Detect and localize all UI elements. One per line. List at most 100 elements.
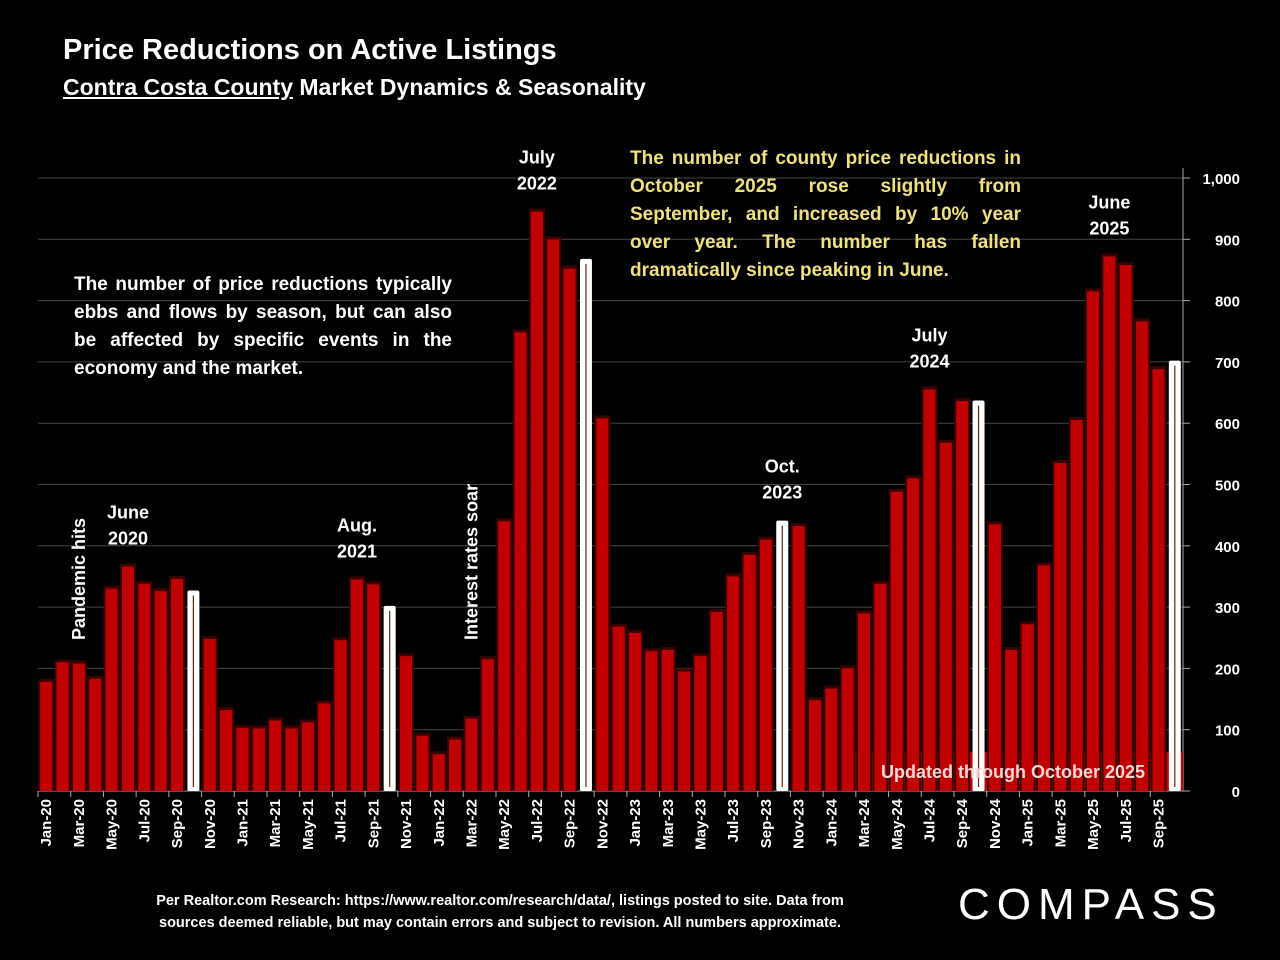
annotation-label: 2023 <box>762 483 802 503</box>
x-tick-label: Nov-21 <box>398 799 415 849</box>
bar <box>1021 624 1034 791</box>
bar <box>629 632 642 791</box>
bar <box>432 754 445 791</box>
bar <box>792 526 805 791</box>
bar <box>301 722 314 791</box>
x-tick-label: Sep-22 <box>562 799 579 848</box>
bar <box>939 442 952 791</box>
bar <box>645 651 658 791</box>
bar <box>923 389 936 791</box>
annotation-label: Interest rates soar <box>461 484 481 640</box>
x-tick-label: Sep-21 <box>365 799 382 848</box>
bar <box>72 663 85 791</box>
x-tick-label: May-24 <box>889 798 906 850</box>
x-tick-label: Sep-25 <box>1150 799 1167 848</box>
y-tick-label: 0 <box>1232 784 1240 801</box>
county-name: Contra Costa County <box>63 74 293 100</box>
bar <box>269 720 282 791</box>
bar <box>1152 369 1165 791</box>
chart-title: Price Reductions on Active Listings <box>63 34 557 66</box>
annotation-label: 2021 <box>337 542 377 562</box>
bar <box>858 613 871 791</box>
y-tick-label: 800 <box>1215 294 1240 311</box>
bar <box>988 524 1001 791</box>
y-tick-label: 600 <box>1215 416 1240 433</box>
bar <box>449 739 462 791</box>
x-tick-label: Jan-23 <box>627 799 644 847</box>
x-tick-label: Mar-24 <box>856 798 873 847</box>
y-tick-label: 200 <box>1215 661 1240 678</box>
bar <box>400 656 413 791</box>
y-tick-label: 1,000 <box>1202 171 1240 188</box>
annotation-label: Oct. <box>765 457 800 477</box>
bar <box>481 659 494 791</box>
x-tick-label: Jan-24 <box>823 798 840 846</box>
bar <box>678 671 691 791</box>
y-tick-label: 100 <box>1215 723 1240 740</box>
bar <box>121 566 134 791</box>
bar <box>710 612 723 791</box>
bar <box>154 591 167 791</box>
bar <box>203 638 216 791</box>
bar <box>890 491 903 791</box>
x-tick-label: Jul-24 <box>921 798 938 842</box>
annotation-label: June <box>107 503 149 523</box>
annotation-label: 2020 <box>108 529 148 549</box>
x-tick-label: Jul-25 <box>1118 799 1135 842</box>
annotation-label: June <box>1088 192 1130 212</box>
annotation-label: 2024 <box>909 351 949 371</box>
x-tick-label: Jul-21 <box>333 799 350 842</box>
bar <box>759 539 772 791</box>
bar <box>825 688 838 791</box>
x-tick-label: Nov-24 <box>987 798 1004 849</box>
x-tick-label: May-23 <box>692 799 709 850</box>
footer-line-1: Per Realtor.com Research: https://www.re… <box>156 893 844 909</box>
y-tick-label: 300 <box>1215 600 1240 617</box>
x-tick-label: Jan-22 <box>431 799 448 847</box>
x-tick-label: Jan-20 <box>38 799 55 847</box>
y-tick-label: 500 <box>1215 478 1240 495</box>
bar <box>727 576 740 791</box>
x-tick-label: Jul-23 <box>725 799 742 842</box>
bar <box>334 640 347 791</box>
x-tick-label: Jan-21 <box>234 799 251 847</box>
bar <box>1070 420 1083 791</box>
bar <box>236 727 249 791</box>
bar <box>465 718 478 791</box>
x-tick-label: Nov-22 <box>594 799 611 849</box>
y-tick-label: 700 <box>1215 355 1240 372</box>
bar <box>612 626 625 791</box>
annotation-label: July <box>911 325 947 345</box>
compass-logo: COMPASS <box>958 880 1224 929</box>
bar <box>694 656 707 791</box>
bar <box>1136 321 1149 791</box>
bar <box>416 735 429 791</box>
bar <box>530 211 543 792</box>
chart-subtitle: Contra Costa County Market Dynamics & Se… <box>63 74 646 101</box>
bar <box>1103 256 1116 791</box>
seasonality-note: The number of price reductions typically… <box>74 274 452 379</box>
bar <box>171 578 184 791</box>
x-tick-label: Mar-21 <box>267 799 284 847</box>
footer-line-2: sources deemed reliable, but may contain… <box>159 915 841 931</box>
bar <box>874 583 887 791</box>
bar <box>841 668 854 791</box>
annotation-label: Pandemic hits <box>69 518 89 640</box>
bar <box>547 239 560 792</box>
x-tick-label: Jan-25 <box>1020 799 1037 847</box>
bar <box>138 583 151 791</box>
annotation-label: Aug. <box>337 516 377 536</box>
x-tick-label: Nov-23 <box>791 799 808 849</box>
bar <box>318 703 331 791</box>
bar <box>1037 565 1050 791</box>
annotation-label: 2025 <box>1089 218 1129 238</box>
bar <box>1087 291 1100 791</box>
x-tick-label: Mar-22 <box>463 799 480 847</box>
x-tick-label: Mar-23 <box>660 799 677 847</box>
bar <box>596 418 609 791</box>
x-tick-label: Sep-23 <box>758 799 775 848</box>
annotation-label: July <box>519 148 555 168</box>
bar <box>350 579 363 791</box>
x-tick-label: Mar-25 <box>1052 799 1069 847</box>
